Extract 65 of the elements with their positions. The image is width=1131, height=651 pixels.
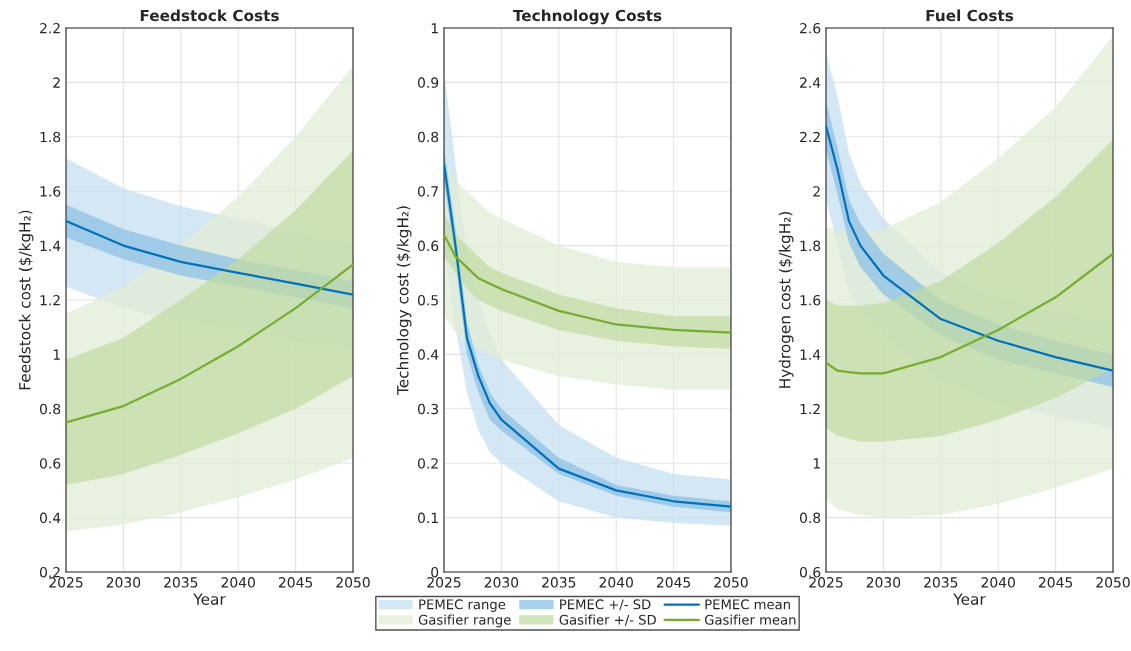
y-tick-label: 2.4 [800, 77, 821, 88]
y-tick-label: 0.8 [799, 512, 821, 524]
y-tick-label: 0.6 [39, 458, 61, 469]
y-tick-label: 0.7 [417, 186, 438, 197]
y-tick-label: 2.2 [40, 22, 60, 34]
y-axis-title: Technology cost ($/kgH₂) [396, 206, 412, 396]
y-tick-label: 2 [53, 77, 60, 88]
y-tick-label: 0.2 [39, 566, 60, 578]
y-axis-title: Hydrogen cost ($/kgH₂) [778, 211, 794, 388]
x-tick-label: 2035 [542, 577, 576, 588]
x-tick-label: 2040 [981, 577, 1015, 588]
legend-label: PEMEC range [419, 599, 506, 612]
y-tick-label: 2.2 [800, 131, 820, 143]
x-axis-title: Year [193, 593, 226, 605]
x-tick-label: 2030 [106, 577, 141, 588]
y-tick-label: 2.6 [800, 22, 821, 34]
x-tick-label: 2025 [427, 577, 461, 588]
y-tick-label: 0.3 [417, 403, 439, 415]
y-tick-label: 0.6 [799, 566, 821, 578]
y-tick-label: 0.1 [417, 512, 438, 524]
y-tick-label: 0.9 [417, 77, 439, 88]
chart-title: Fuel Costs [926, 9, 1014, 22]
legend-label: PEMEC mean [705, 599, 790, 610]
x-tick-label: 2025 [49, 577, 83, 588]
x-tick-label: 2030 [866, 577, 901, 588]
x-axis-title: Year [953, 593, 986, 605]
y-tick-label: 0.8 [39, 403, 61, 415]
x-tick-label: 2025 [809, 577, 843, 588]
x-tick-label: 2050 [336, 577, 370, 588]
y-tick-label: 1.2 [800, 403, 820, 415]
y-tick-label: 0.4 [39, 512, 61, 524]
y-tick-label: 1.2 [40, 294, 60, 306]
x-tick-label: 2030 [484, 577, 519, 588]
y-tick-label: 1.8 [40, 131, 61, 143]
x-tick-label: 2050 [1096, 577, 1130, 588]
chart-title: Feedstock Costs [140, 9, 279, 22]
x-tick-label: 2045 [656, 577, 691, 588]
legend-label: PEMEC +/- SD [560, 599, 651, 611]
y-tick-label: 1 [431, 23, 438, 34]
y-tick-label: 1 [813, 458, 820, 469]
x-tick-label: 2035 [924, 577, 958, 588]
chart-title: Technology Costs [512, 9, 662, 25]
y-axis-title: Feedstock cost ($/kgH₂) [18, 210, 34, 390]
y-tick-label: 0.6 [417, 240, 439, 252]
x-tick-label: 2045 [1038, 577, 1073, 588]
x-tick-label: 2040 [599, 577, 633, 588]
x-tick-label: 2035 [164, 577, 198, 588]
legend-label: Gasifier range [418, 614, 511, 628]
y-tick-label: 1.6 [800, 294, 821, 306]
x-tick-label: 2050 [714, 577, 748, 588]
x-tick-label: 2045 [278, 577, 313, 588]
y-tick-label: 0.5 [417, 294, 438, 306]
legend-label: Gasifier mean [704, 614, 796, 625]
y-tick-label: 0.4 [417, 349, 439, 360]
y-tick-label: 1.4 [40, 240, 61, 251]
y-tick-label: 0.8 [417, 131, 439, 143]
y-tick-label: 0 [431, 566, 439, 578]
x-tick-label: 2040 [221, 577, 255, 588]
y-tick-label: 1 [53, 349, 60, 360]
y-tick-label: 1.6 [40, 186, 61, 197]
y-tick-label: 0.2 [417, 458, 438, 469]
y-tick-label: 1.8 [800, 240, 821, 252]
y-tick-label: 2 [813, 186, 820, 197]
legend-label: Gasifier +/- SD [559, 614, 656, 626]
y-tick-label: 1.4 [800, 349, 821, 360]
